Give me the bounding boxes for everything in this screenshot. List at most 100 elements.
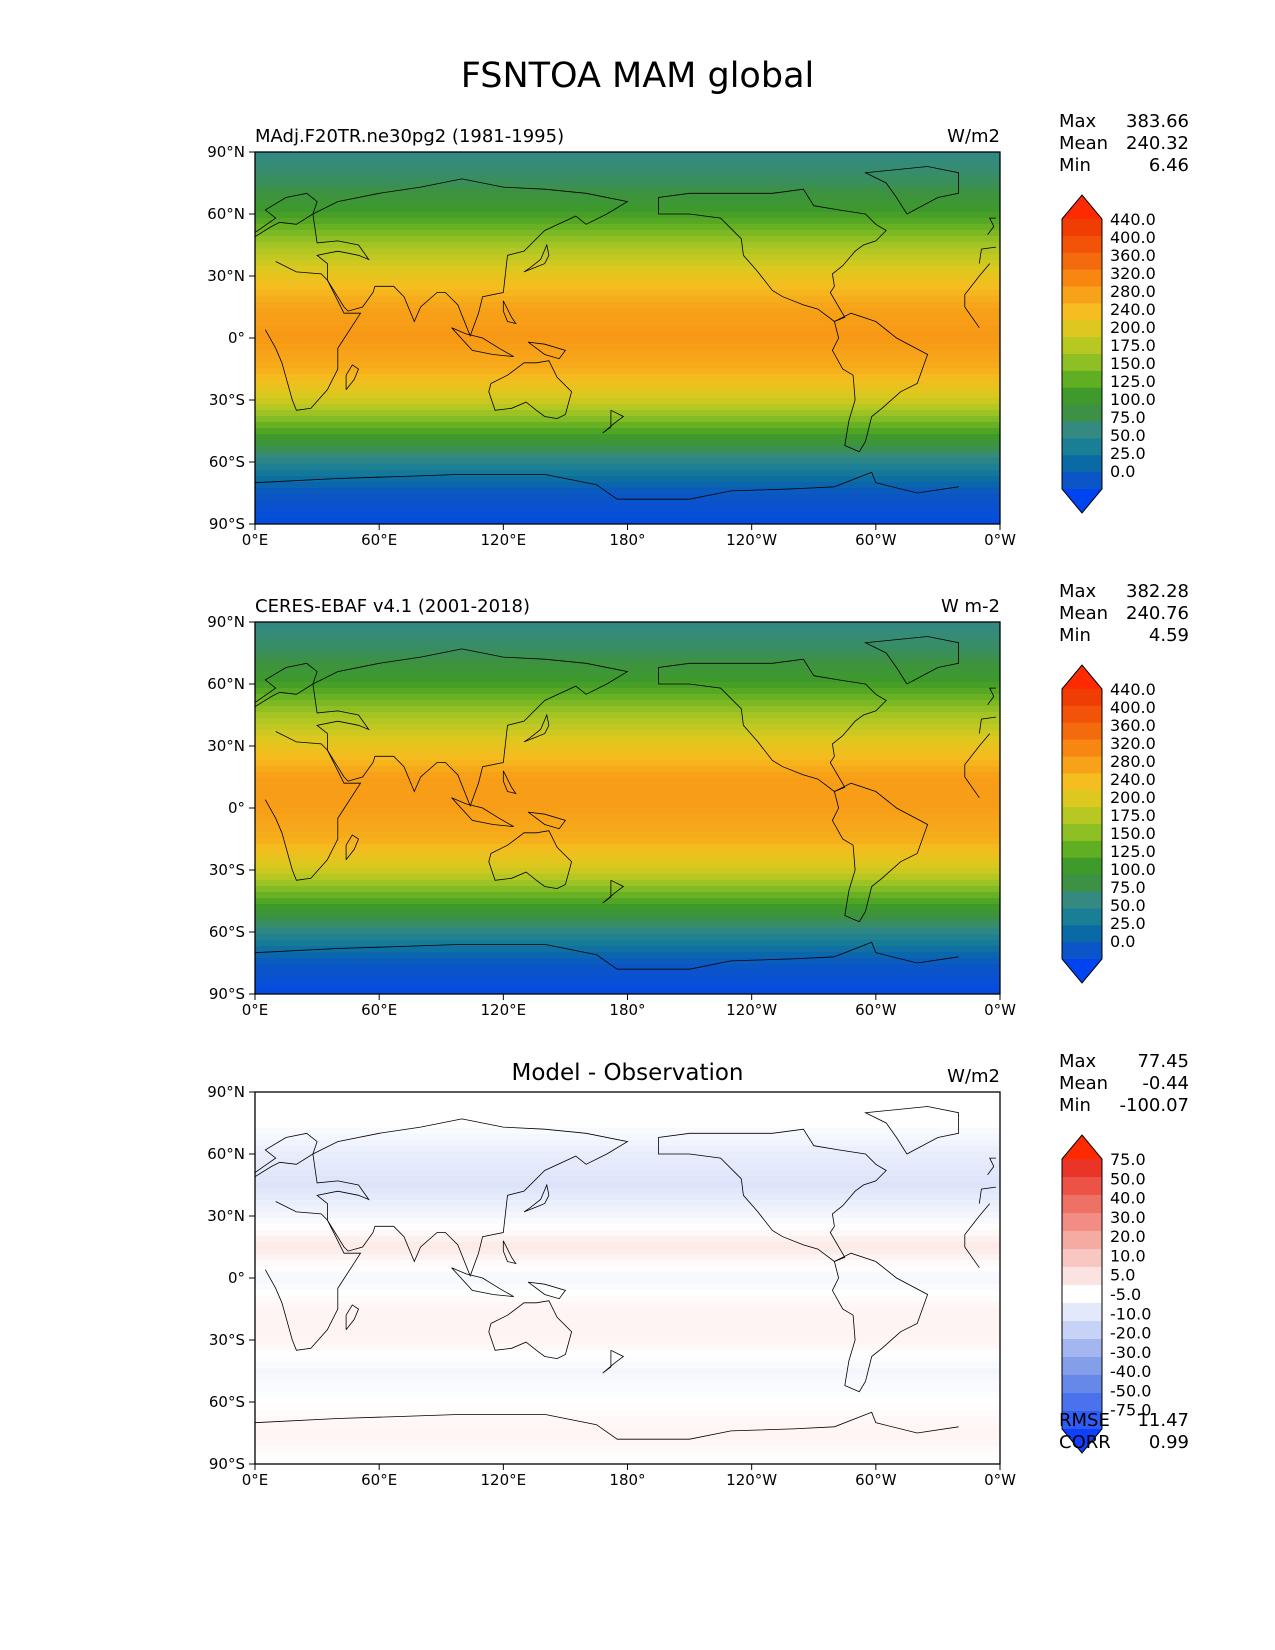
field-band: [255, 754, 1000, 761]
coastline: [964, 1246, 980, 1268]
colorbar-tick-label: -75.0: [1110, 1401, 1151, 1420]
map-field: [255, 152, 1000, 525]
field-band: [255, 868, 1000, 875]
field-band: [255, 1440, 1000, 1447]
colorbar-outline: [1061, 664, 1103, 984]
colorbar-tick-label: 100.0: [1110, 860, 1156, 879]
panel-model: 0°E 60°E 120°E 180° 120°W 60°W 0°W 90°N 60°N 30°N…: [0, 111, 1275, 545]
colorbar-bin: [1062, 269, 1102, 287]
colorbar-bin: [1062, 857, 1102, 876]
field-band: [255, 1344, 1000, 1351]
field-band: [255, 1368, 1000, 1375]
coastline: [523, 713, 550, 743]
field-band: [255, 1242, 1000, 1249]
field-band: [255, 952, 1000, 959]
coastline: [964, 733, 991, 777]
field-band: [255, 1302, 1000, 1309]
colorbar-tick-label: 20.0: [1110, 1227, 1146, 1246]
x-tick-label: 180°: [609, 1471, 645, 1485]
units-label: W/m2: [947, 126, 1000, 147]
coastline: [312, 1118, 629, 1278]
x-tick-label: 60°W: [855, 531, 897, 545]
colorbar-bin: [1062, 1249, 1102, 1268]
colorbar-outline: [1061, 1134, 1103, 1454]
panel-title: CERES-EBAF v4.1 (2001-2018): [255, 596, 530, 617]
field-band: [255, 1188, 1000, 1195]
colorbar-tick-label: 240.0: [1110, 770, 1156, 789]
colorbar-bin: [1062, 807, 1102, 825]
field-band: [255, 760, 1000, 767]
y-tick-label: 30°N: [207, 267, 245, 285]
score-rmse-label: RMSE: [1059, 1410, 1110, 1431]
field-band: [255, 212, 1000, 219]
colorbar-tick-label: 40.0: [1110, 1189, 1146, 1208]
field-band: [255, 158, 1000, 165]
colorbar-tick-label: 0.0: [1110, 462, 1135, 481]
coastlines: [254, 166, 996, 500]
coastline: [658, 658, 887, 792]
field-band: [255, 916, 1000, 923]
x-tick-label: 0°W: [984, 1471, 1016, 1485]
field-band: [255, 1140, 1000, 1147]
y-tick-label: 30°S: [209, 391, 245, 409]
field-band: [255, 736, 1000, 743]
colorbar: 75.050.040.030.020.010.05.0-5.0-10.0-20.…: [1061, 1134, 1151, 1454]
x-tick-label: 0°E: [242, 1471, 269, 1485]
colorbar-bin: [1062, 1393, 1102, 1412]
coastline: [602, 1349, 625, 1374]
stats-block: Max 77.45 Mean -0.44 Min -100.07: [1059, 1051, 1189, 1117]
colorbar-tick-label: 175.0: [1110, 806, 1156, 825]
field-band: [255, 1350, 1000, 1357]
coastline: [523, 243, 550, 273]
coastline: [254, 1411, 959, 1440]
field-band: [255, 356, 1000, 363]
score-corr: CORR 0.99: [1059, 1432, 1189, 1454]
colorbar-bin: [1062, 705, 1102, 724]
field-band: [255, 658, 1000, 665]
field-band: [255, 1128, 1000, 1135]
field-band: [255, 1212, 1000, 1219]
field-band: [255, 320, 1000, 327]
colorbar-tick-label: 125.0: [1110, 842, 1156, 861]
field-band: [255, 1320, 1000, 1327]
stat-min-label: Min: [1059, 625, 1091, 646]
field-band: [255, 362, 1000, 369]
colorbar-tick-label: -5.0: [1110, 1285, 1141, 1304]
field-band: [255, 856, 1000, 863]
units-label: W/m2: [947, 1066, 1000, 1087]
field-band: [255, 1218, 1000, 1225]
field-band: [255, 892, 1000, 899]
y-tick-label: 30°N: [207, 737, 245, 755]
field-band: [255, 1194, 1000, 1201]
coastline: [254, 941, 959, 970]
colorbar-bin: [1062, 455, 1102, 473]
x-tick-label: 120°E: [481, 1001, 527, 1015]
panel-title: MAdj.F20TR.ne30pg2 (1981-1995): [255, 126, 564, 147]
field-band: [255, 206, 1000, 213]
field-band: [255, 1284, 1000, 1291]
field-band: [255, 1230, 1000, 1237]
coastline: [987, 687, 996, 705]
field-band: [255, 1158, 1000, 1165]
colorbar-tick-label: 5.0: [1110, 1266, 1135, 1285]
colorbar-bin: [1062, 1231, 1102, 1250]
field-band: [255, 748, 1000, 755]
panel-title: Model - Observation: [511, 1060, 743, 1086]
field-band: [255, 1092, 1000, 1099]
field-band: [255, 464, 1000, 471]
field-band: [255, 422, 1000, 429]
panel-observation: 0°E 60°E 120°E 180° 120°W 60°W 0°W 90°N 60°N 30°N…: [0, 581, 1275, 1015]
colorbar-tick-label: 75.0: [1110, 878, 1146, 897]
field-band: [255, 976, 1000, 983]
stat-min-value: 4.59: [1148, 625, 1189, 646]
score-corr-value: 0.99: [1148, 1432, 1189, 1453]
colorbar-bin: [1062, 472, 1102, 490]
colorbar-bin: [1062, 739, 1102, 757]
field-band: [255, 802, 1000, 809]
colorbar-bin: [1062, 354, 1102, 372]
field-band: [255, 398, 1000, 405]
colorbar-tick-label: 100.0: [1110, 390, 1156, 409]
field-band: [255, 1272, 1000, 1279]
field-band: [255, 476, 1000, 483]
field-band: [255, 928, 1000, 935]
